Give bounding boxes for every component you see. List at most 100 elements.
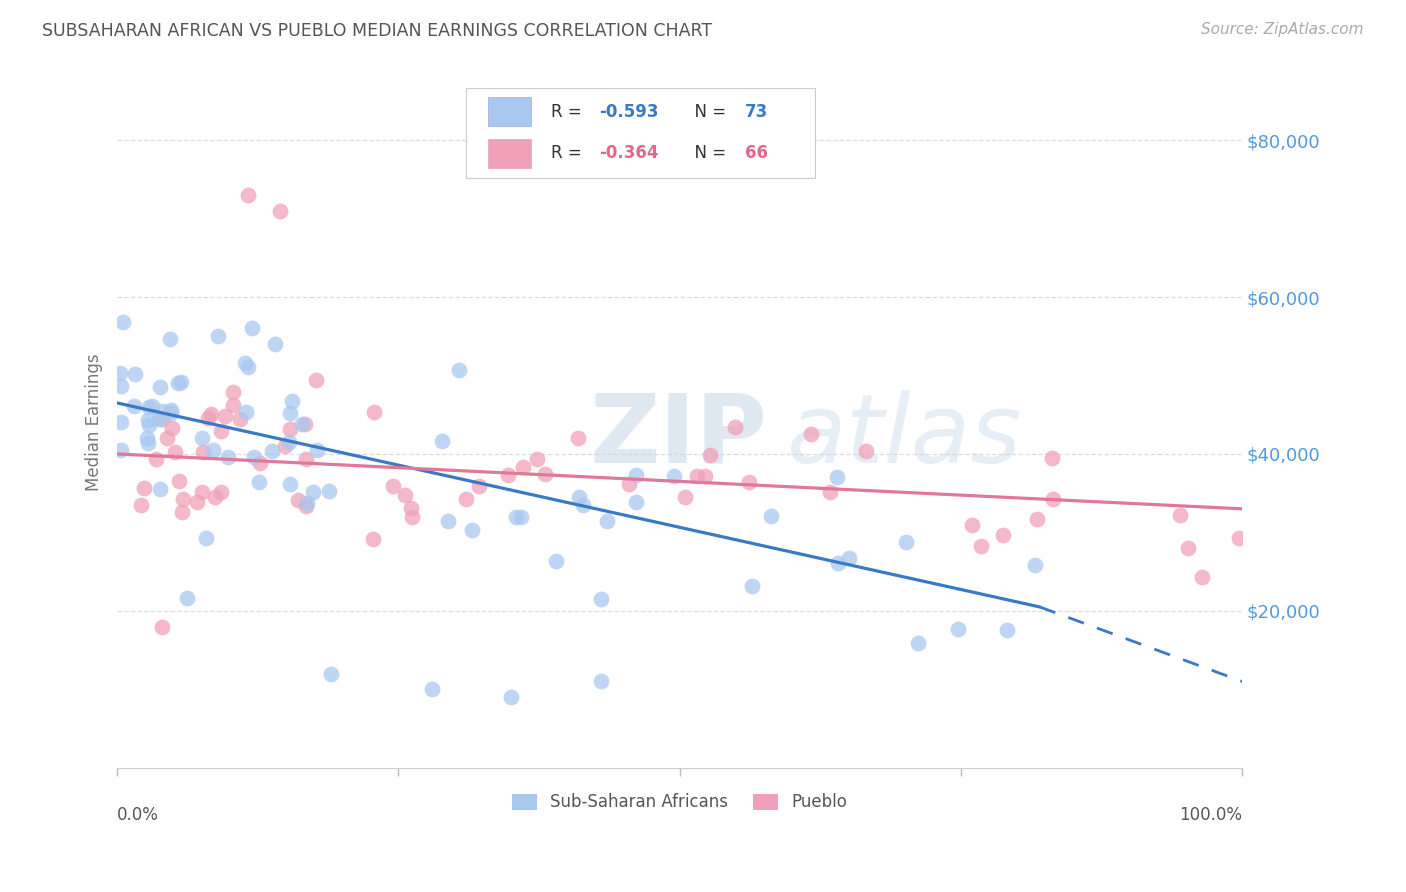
Point — [673, 490, 696, 504]
Text: 0.0%: 0.0% — [117, 805, 159, 823]
Point — [243, 450, 266, 464]
Point — [217, 450, 239, 465]
Point — [363, 404, 385, 418]
Point — [526, 452, 548, 467]
Point — [145, 452, 167, 467]
Point — [724, 420, 747, 434]
FancyBboxPatch shape — [488, 97, 531, 127]
Point — [149, 380, 172, 394]
Point — [191, 445, 214, 459]
Point — [167, 376, 190, 390]
Point — [150, 404, 173, 418]
Point — [302, 485, 325, 500]
Point — [1227, 532, 1250, 546]
Point — [686, 468, 709, 483]
Point — [110, 442, 132, 457]
Point — [896, 534, 918, 549]
Point — [110, 415, 132, 429]
Point — [222, 384, 245, 399]
Text: ZIP: ZIP — [589, 390, 768, 483]
Point — [280, 406, 302, 420]
Point — [1191, 570, 1213, 584]
FancyBboxPatch shape — [488, 139, 531, 168]
Point — [201, 442, 224, 457]
Point — [278, 434, 301, 449]
Point — [512, 460, 534, 475]
Point — [136, 412, 159, 426]
Point — [274, 439, 297, 453]
Point — [307, 443, 329, 458]
Point — [401, 500, 423, 515]
Text: N =: N = — [685, 145, 731, 162]
Point — [818, 485, 841, 500]
Point — [589, 592, 612, 607]
Point — [222, 398, 245, 412]
Point — [172, 504, 194, 518]
Point — [454, 491, 477, 506]
Point — [394, 488, 416, 502]
Text: N =: N = — [685, 103, 731, 121]
Point — [970, 539, 993, 553]
Point — [467, 478, 489, 492]
Point — [156, 431, 179, 445]
Point — [138, 401, 160, 415]
Y-axis label: Median Earnings: Median Earnings — [86, 354, 103, 491]
Point — [294, 452, 316, 467]
Text: -0.593: -0.593 — [599, 103, 658, 121]
Point — [262, 443, 284, 458]
Point — [800, 426, 823, 441]
Point — [110, 378, 132, 392]
Point — [186, 495, 208, 509]
Text: R =: R = — [551, 103, 588, 121]
Point — [1040, 450, 1063, 465]
Point — [496, 468, 519, 483]
Text: atlas: atlas — [786, 390, 1022, 483]
Point — [281, 393, 304, 408]
Point — [263, 337, 285, 351]
Text: 100.0%: 100.0% — [1180, 805, 1241, 823]
Point — [741, 579, 763, 593]
Point — [1170, 508, 1192, 523]
Point — [589, 674, 612, 689]
Point — [291, 417, 314, 431]
Point — [149, 482, 172, 496]
Text: -0.364: -0.364 — [599, 145, 658, 162]
Point — [209, 424, 232, 438]
Point — [150, 412, 173, 426]
Point — [568, 490, 591, 504]
Point — [191, 484, 214, 499]
Point — [160, 406, 183, 420]
Point — [509, 509, 531, 524]
Point — [209, 485, 232, 500]
Point — [544, 554, 567, 568]
Point — [249, 456, 271, 470]
Point — [401, 510, 423, 524]
Point — [214, 409, 236, 423]
Point — [907, 636, 929, 650]
Point — [825, 470, 848, 484]
Point — [960, 518, 983, 533]
Point — [176, 591, 198, 606]
Point — [136, 432, 159, 446]
Point — [361, 532, 384, 546]
Point — [827, 556, 849, 570]
Point — [294, 417, 316, 431]
Point — [194, 531, 217, 545]
Text: SUBSAHARAN AFRICAN VS PUEBLO MEDIAN EARNINGS CORRELATION CHART: SUBSAHARAN AFRICAN VS PUEBLO MEDIAN EARN… — [42, 22, 713, 40]
Point — [207, 329, 229, 343]
Point — [122, 399, 145, 413]
Point — [1024, 558, 1046, 572]
Point — [461, 523, 484, 537]
Point — [533, 467, 555, 482]
Point — [159, 403, 181, 417]
Point — [200, 407, 222, 421]
Point — [991, 527, 1014, 541]
Point — [236, 360, 259, 375]
Point — [167, 474, 190, 488]
Point — [247, 475, 270, 490]
Point — [165, 445, 187, 459]
Point — [229, 412, 252, 426]
Point — [132, 482, 155, 496]
FancyBboxPatch shape — [465, 87, 814, 178]
Point — [269, 203, 291, 218]
